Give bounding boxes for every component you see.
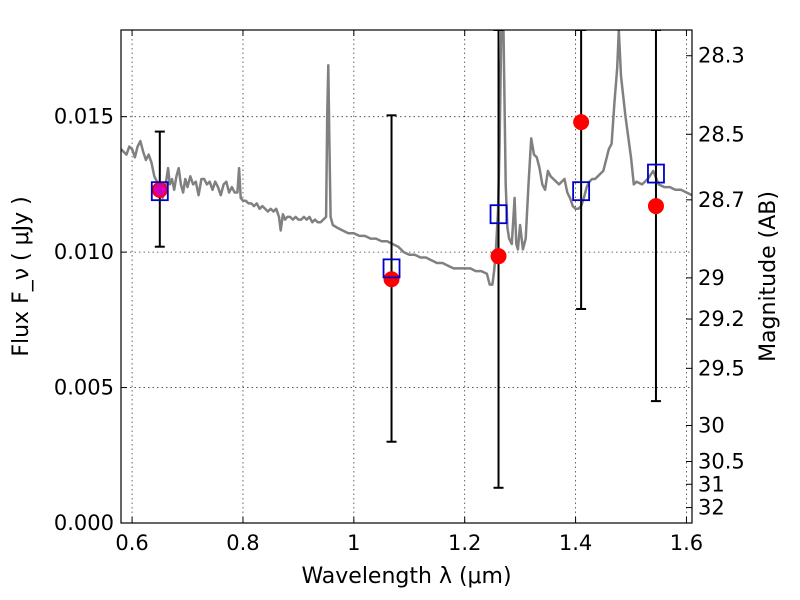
model-phot-point: [647, 163, 665, 184]
observed-point: [573, 114, 590, 131]
observed-point: [647, 198, 664, 215]
model-spectrum: [121, 30, 692, 286]
model-phot-point: [382, 258, 401, 279]
observed-point: [383, 271, 400, 288]
right-axis-label: Magnitude (AB): [756, 191, 781, 362]
y-tick-label: 0.015: [54, 105, 114, 129]
error-bars: [154, 30, 661, 489]
right-tick-label: 30.5: [698, 450, 745, 474]
x-tick-label: 0.8: [226, 531, 259, 555]
x-axis-label: Wavelength λ (μm): [301, 564, 511, 589]
y-tick-label: 0.005: [54, 376, 114, 400]
observed-point: [490, 248, 507, 265]
right-tick-label: 29: [698, 266, 725, 290]
x-tick-label: 0.6: [115, 531, 148, 555]
x-tick-label: 1.2: [448, 531, 481, 555]
x-tick-label: 1: [347, 531, 360, 555]
right-tick-label: 30: [698, 413, 725, 437]
right-tick-label: 28.7: [698, 188, 745, 212]
y-tick-label: 0.000: [54, 511, 114, 535]
right-tick-label: 28.5: [698, 122, 745, 146]
data-points: [150, 114, 665, 288]
axis-ticks: 0.6 0.8 1 1.2 1.4 1.6 0.000 0.005 0.010 0.015 28.3…: [54, 30, 745, 555]
y-axis-label: Flux F_ν ( μJy ): [9, 196, 34, 356]
model-phot-point: [572, 181, 591, 202]
x-tick-label: 1.4: [559, 531, 592, 555]
grid: [121, 30, 692, 524]
spectrum-line: [121, 30, 692, 286]
right-tick-label: 28.3: [698, 44, 745, 68]
right-tick-label: 32: [698, 496, 725, 520]
model-phot-point: [150, 181, 169, 202]
right-tick-label: 31: [698, 472, 725, 496]
right-tick-label: 29.5: [698, 356, 745, 380]
y-tick-label: 0.010: [54, 240, 114, 264]
right-tick-label: 29.2: [698, 307, 745, 331]
x-tick-label: 1.6: [670, 531, 703, 555]
overlap-point: [153, 183, 166, 196]
plot-frame: [120, 29, 693, 524]
model-phot-point: [489, 204, 508, 225]
